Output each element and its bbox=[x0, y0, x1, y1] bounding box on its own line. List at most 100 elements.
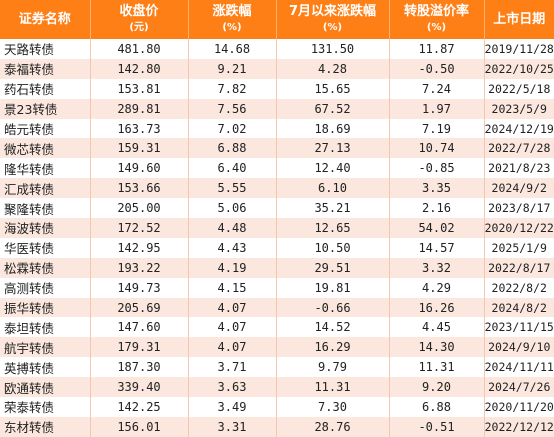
cell-listing: 2022/12/12 bbox=[484, 416, 554, 437]
cell-change: 5.55 bbox=[188, 178, 277, 199]
table-row[interactable]: 泰福转债 142.80 9.21 4.28 -0.50 2022/10/25 bbox=[0, 58, 554, 79]
cell-premium: 6.88 bbox=[389, 397, 485, 417]
table-row[interactable]: 英搏转债 187.30 3.71 9.79 11.31 2024/11/11 bbox=[0, 357, 554, 378]
header-change-label: 涨跌幅 bbox=[212, 3, 252, 19]
cell-premium: 9.20 bbox=[389, 377, 485, 398]
cell-change: 4.07 bbox=[188, 337, 277, 358]
header-listing[interactable]: 上市日期 bbox=[484, 0, 554, 39]
cell-since-july: 18.69 bbox=[276, 118, 390, 139]
header-premium[interactable]: 转股溢价率 (%) bbox=[389, 0, 485, 39]
cell-since-july: 12.40 bbox=[276, 158, 390, 179]
table-row[interactable]: 药石转债 153.81 7.82 15.65 7.24 2022/5/18 bbox=[0, 78, 554, 99]
cell-listing: 2024/11/11 bbox=[484, 357, 554, 378]
table-row[interactable]: 海波转债 172.52 4.48 12.65 54.02 2020/12/22 bbox=[0, 218, 554, 238]
header-listing-label: 上市日期 bbox=[493, 11, 546, 27]
cell-change: 4.48 bbox=[188, 218, 277, 238]
cell-since-july: 10.50 bbox=[276, 237, 390, 258]
table-row[interactable]: 华医转债 142.95 4.43 10.50 14.57 2025/1/9 bbox=[0, 237, 554, 258]
cell-change: 7.56 bbox=[188, 98, 277, 119]
table-row[interactable]: 微芯转债 159.31 6.88 27.13 10.74 2022/7/28 bbox=[0, 138, 554, 159]
table-row[interactable]: 景23转债 289.81 7.56 67.52 1.97 2023/5/9 bbox=[0, 98, 554, 119]
cell-listing: 2024/9/2 bbox=[484, 178, 554, 199]
table-row[interactable]: 松霖转债 193.22 4.19 29.51 3.32 2022/8/17 bbox=[0, 257, 554, 278]
header-close[interactable]: 收盘价 (元) bbox=[90, 0, 189, 39]
cell-premium: 11.87 bbox=[389, 39, 485, 59]
cell-close: 142.95 bbox=[90, 237, 189, 258]
header-change[interactable]: 涨跌幅 (%) bbox=[188, 0, 277, 39]
cell-premium: 7.19 bbox=[389, 118, 485, 139]
cell-name: 航宇转债 bbox=[0, 337, 91, 358]
cell-listing: 2023/5/9 bbox=[484, 98, 554, 119]
cell-since-july: 27.13 bbox=[276, 138, 390, 159]
table-row[interactable]: 天路转债 481.80 14.68 131.50 11.87 2019/11/28 bbox=[0, 39, 554, 59]
cell-name: 景23转债 bbox=[0, 98, 91, 119]
cell-close: 179.31 bbox=[90, 337, 189, 358]
cell-premium: 11.31 bbox=[389, 357, 485, 378]
table-row[interactable]: 泰坦转债 147.60 4.07 14.52 4.45 2023/11/15 bbox=[0, 317, 554, 338]
cell-premium: 10.74 bbox=[389, 138, 485, 159]
cell-name: 海波转债 bbox=[0, 218, 91, 238]
cell-since-july: 15.65 bbox=[276, 78, 390, 99]
cell-change: 3.63 bbox=[188, 377, 277, 398]
table-row[interactable]: 航宇转债 179.31 4.07 16.29 14.30 2024/9/10 bbox=[0, 337, 554, 358]
cell-since-july: 67.52 bbox=[276, 98, 390, 119]
table-row[interactable]: 荣泰转债 142.25 3.49 7.30 6.88 2020/11/20 bbox=[0, 397, 554, 417]
cell-close: 156.01 bbox=[90, 416, 189, 437]
cell-since-july: 29.51 bbox=[276, 257, 390, 278]
cell-change: 6.40 bbox=[188, 158, 277, 179]
cell-since-july: -0.66 bbox=[276, 297, 390, 318]
cell-listing: 2022/8/17 bbox=[484, 257, 554, 278]
cell-premium: 14.30 bbox=[389, 337, 485, 358]
cell-since-july: 6.10 bbox=[276, 178, 390, 199]
table-row[interactable]: 皓元转债 163.73 7.02 18.69 7.19 2024/12/19 bbox=[0, 118, 554, 139]
cell-close: 205.00 bbox=[90, 198, 189, 219]
cell-listing: 2024/8/2 bbox=[484, 297, 554, 318]
cell-since-july: 131.50 bbox=[276, 39, 390, 59]
table-body: 天路转债 481.80 14.68 131.50 11.87 2019/11/28 泰福转债… bbox=[0, 39, 554, 437]
header-since-july[interactable]: 7月以来涨跌幅 (%) bbox=[276, 0, 390, 39]
cell-close: 149.60 bbox=[90, 158, 189, 179]
header-row: 证券名称 收盘价 (元) 涨跌幅 (%) 7月以来涨跌幅 (%) 转股溢价率 (%) 上… bbox=[0, 0, 554, 39]
table-row[interactable]: 振华转债 205.69 4.07 -0.66 16.26 2024/8/2 bbox=[0, 297, 554, 318]
cell-listing: 2019/11/28 bbox=[484, 39, 554, 59]
cell-change: 9.21 bbox=[188, 58, 277, 79]
cell-premium: 1.97 bbox=[389, 98, 485, 119]
cell-close: 147.60 bbox=[90, 317, 189, 338]
cell-listing: 2022/5/18 bbox=[484, 78, 554, 99]
cell-premium: 3.32 bbox=[389, 257, 485, 278]
cell-premium: 2.16 bbox=[389, 198, 485, 219]
cell-name: 皓元转债 bbox=[0, 118, 91, 139]
cell-premium: -0.50 bbox=[389, 58, 485, 79]
table-row[interactable]: 聚隆转债 205.00 5.06 35.21 2.16 2023/8/17 bbox=[0, 198, 554, 219]
table-row[interactable]: 隆华转债 149.60 6.40 12.40 -0.85 2021/8/23 bbox=[0, 158, 554, 179]
cell-premium: 16.26 bbox=[389, 297, 485, 318]
cell-name: 松霖转债 bbox=[0, 257, 91, 278]
cell-name: 聚隆转债 bbox=[0, 198, 91, 219]
header-name-label: 证券名称 bbox=[18, 11, 71, 27]
cell-close: 153.66 bbox=[90, 178, 189, 199]
cell-listing: 2024/9/10 bbox=[484, 337, 554, 358]
cell-name: 微芯转债 bbox=[0, 138, 91, 159]
cell-listing: 2024/7/26 bbox=[484, 377, 554, 398]
table-row[interactable]: 高测转债 149.73 4.15 19.81 4.29 2022/8/2 bbox=[0, 277, 554, 298]
cell-name: 药石转债 bbox=[0, 78, 91, 99]
table-row[interactable]: 东材转债 156.01 3.31 28.76 -0.51 2022/12/12 bbox=[0, 416, 554, 437]
cell-name: 汇成转债 bbox=[0, 178, 91, 199]
cell-close: 159.31 bbox=[90, 138, 189, 159]
cell-close: 481.80 bbox=[90, 39, 189, 59]
cell-listing: 2025/1/9 bbox=[484, 237, 554, 258]
cell-since-july: 11.31 bbox=[276, 377, 390, 398]
cell-listing: 2024/12/19 bbox=[484, 118, 554, 139]
cell-change: 4.19 bbox=[188, 257, 277, 278]
cell-listing: 2020/11/20 bbox=[484, 397, 554, 417]
cell-since-july: 16.29 bbox=[276, 337, 390, 358]
table-row[interactable]: 欧通转债 339.40 3.63 11.31 9.20 2024/7/26 bbox=[0, 377, 554, 398]
cell-since-july: 12.65 bbox=[276, 218, 390, 238]
header-name[interactable]: 证券名称 bbox=[0, 0, 91, 39]
cell-change: 7.02 bbox=[188, 118, 277, 139]
cell-name: 高测转债 bbox=[0, 277, 91, 298]
cell-listing: 2021/8/23 bbox=[484, 158, 554, 179]
cell-name: 荣泰转债 bbox=[0, 397, 91, 417]
table-row[interactable]: 汇成转债 153.66 5.55 6.10 3.35 2024/9/2 bbox=[0, 178, 554, 199]
cell-since-july: 14.52 bbox=[276, 317, 390, 338]
